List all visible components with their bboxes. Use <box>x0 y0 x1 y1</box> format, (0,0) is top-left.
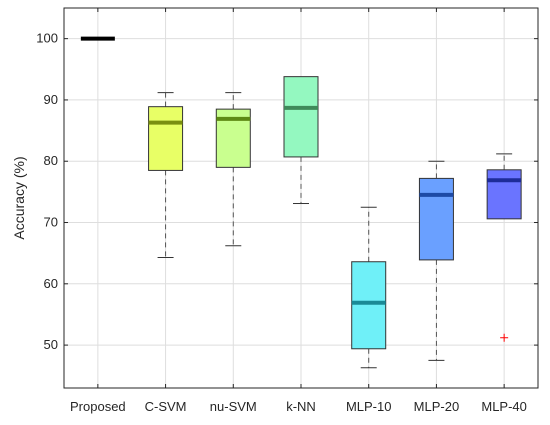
x-tick-label: C-SVM <box>145 399 187 414</box>
box-nu-svm <box>215 92 251 247</box>
box-mlp-10 <box>351 206 387 369</box>
box-c-svm <box>148 92 184 258</box>
box-mlp-40 <box>486 153 522 342</box>
y-tick-label: 80 <box>44 153 58 168</box>
box-mlp-20 <box>418 160 454 361</box>
box-rect <box>486 169 522 220</box>
box-series <box>80 36 522 369</box>
y-tick-label: 100 <box>36 31 58 46</box>
box-rect <box>148 106 184 171</box>
box-rect <box>418 177 454 261</box>
box-k-nn <box>283 76 319 205</box>
x-axis-ticks: Proposed C-SVM nu-SVM k-NN MLP-10 MLP-20 MLP-4… <box>70 8 527 414</box>
y-axis-label: Accuracy (%) <box>11 156 27 239</box>
x-tick-label: MLP-40 <box>481 399 527 414</box>
box-rect <box>283 76 319 158</box>
x-tick-label: Proposed <box>70 399 126 414</box>
x-tick-label: k-NN <box>286 399 316 414</box>
y-axis-ticks: 50 60 70 80 90 100 <box>36 31 538 352</box>
box-rect <box>351 261 387 350</box>
y-tick-label: 60 <box>44 276 58 291</box>
y-tick-label: 90 <box>44 92 58 107</box>
x-tick-label: nu-SVM <box>210 399 257 414</box>
y-tick-label: 70 <box>44 215 58 230</box>
y-tick-label: 50 <box>44 337 58 352</box>
x-tick-label: MLP-20 <box>414 399 460 414</box>
x-tick-label: MLP-10 <box>346 399 392 414</box>
